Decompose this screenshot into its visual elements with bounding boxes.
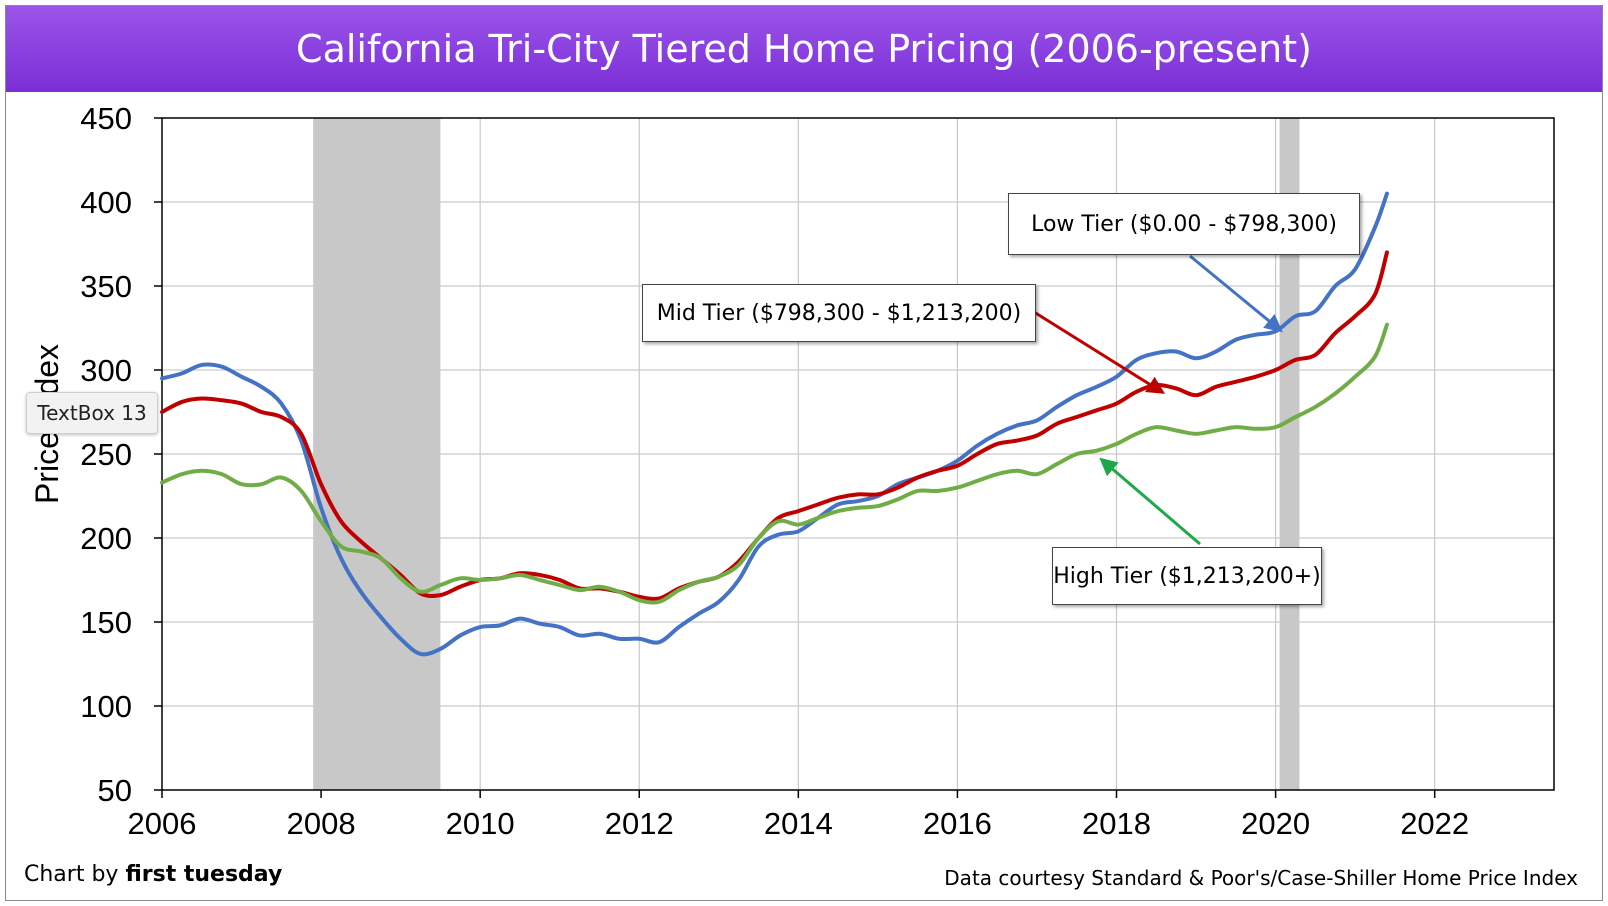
chart-frame bbox=[5, 5, 1603, 901]
chart-credit: Chart by first tuesday bbox=[24, 862, 282, 887]
y-tick-label: 450 bbox=[80, 101, 132, 136]
y-tick-label: 100 bbox=[80, 689, 132, 724]
mid-tier-arrow bbox=[1033, 310, 1166, 394]
x-tick-label: 2022 bbox=[1400, 806, 1469, 841]
mid-tier-label: Mid Tier ($798,300 - $1,213,200) bbox=[642, 284, 1036, 342]
x-tick-label: 2018 bbox=[1082, 806, 1151, 841]
x-tick-label: 2020 bbox=[1241, 806, 1310, 841]
series bbox=[160, 191, 1389, 657]
x-tick-label: 2014 bbox=[764, 806, 833, 841]
y-tick-label: 50 bbox=[98, 773, 132, 808]
series-line-high-tier bbox=[160, 322, 1389, 605]
tooltip: TextBox 13 bbox=[26, 392, 158, 434]
credit-brand: first tuesday bbox=[125, 862, 283, 887]
low-tier-label: Low Tier ($0.00 - $798,300) bbox=[1008, 193, 1360, 255]
credit-prefix: Chart by bbox=[24, 862, 126, 887]
y-tick-label: 400 bbox=[80, 185, 132, 220]
y-tick-label: 150 bbox=[80, 605, 132, 640]
high-tier-arrow bbox=[1099, 457, 1201, 546]
x-tick-label: 2016 bbox=[923, 806, 992, 841]
x-tick-label: 2008 bbox=[287, 806, 356, 841]
axis-ticks: 50 100 150 200 250 300 350 400 450 2006 2008 2010 20… bbox=[80, 101, 1469, 841]
high-tier-label: High Tier ($1,213,200+) bbox=[1052, 547, 1322, 605]
series-line-low-tier bbox=[160, 191, 1389, 657]
y-tick-label: 300 bbox=[80, 353, 132, 388]
y-tick-label: 250 bbox=[80, 437, 132, 472]
x-tick-label: 2012 bbox=[605, 806, 674, 841]
x-tick-label: 2006 bbox=[128, 806, 197, 841]
annotation-arrows bbox=[1033, 254, 1283, 546]
y-tick-label: 350 bbox=[80, 269, 132, 304]
x-tick-label: 2010 bbox=[446, 806, 515, 841]
low-tier-arrow bbox=[1189, 254, 1283, 333]
y-tick-label: 200 bbox=[80, 521, 132, 556]
data-source: Data courtesy Standard & Poor's/Case-Shi… bbox=[944, 866, 1578, 890]
chart-title: California Tri-City Tiered Home Pricing … bbox=[6, 6, 1602, 92]
series-line-mid-tier bbox=[160, 250, 1389, 601]
